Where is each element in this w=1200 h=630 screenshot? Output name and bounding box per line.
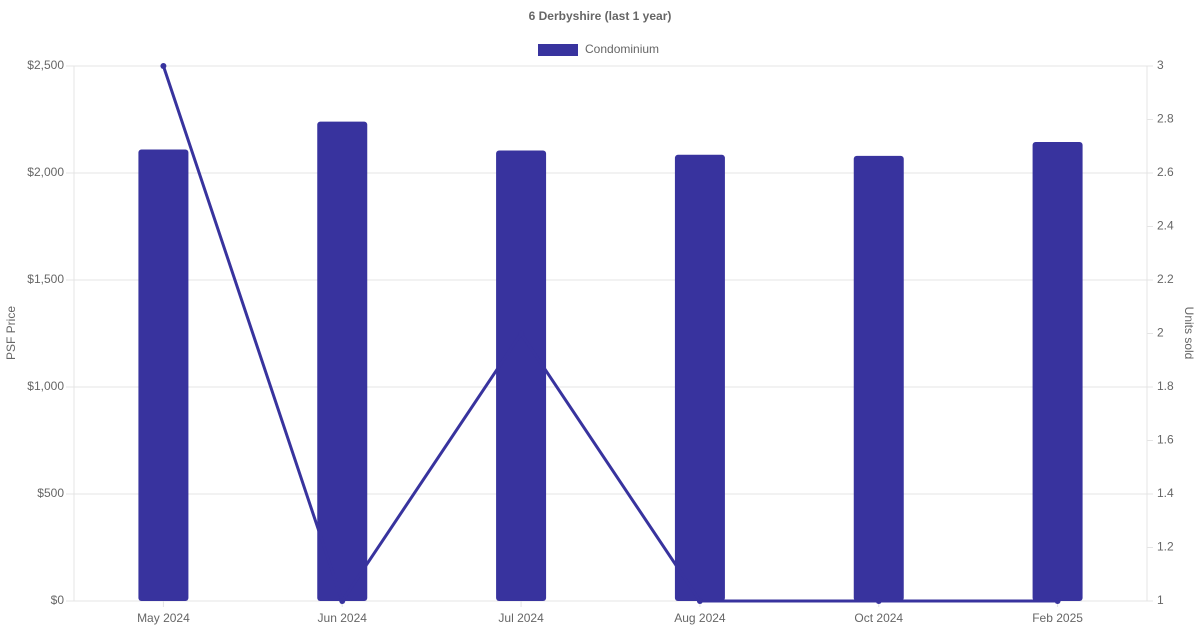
y2-tick-label: 1.4 (1157, 486, 1174, 500)
y2-tick-label: 2.4 (1157, 219, 1174, 233)
y-tick-label: $1,500 (27, 272, 64, 286)
line-point (160, 63, 167, 69)
y2-tick-label: 2.6 (1157, 165, 1174, 179)
bar (317, 121, 368, 601)
line-point (518, 330, 525, 337)
x-tick-label: Aug 2024 (674, 611, 726, 625)
y2-tick-label: 2.2 (1157, 272, 1174, 286)
y2-tick-label: 2 (1157, 326, 1164, 340)
y-tick-label: $500 (37, 486, 64, 500)
x-tick-label: Oct 2024 (854, 611, 903, 625)
line (161, 65, 1058, 605)
y-tick-label: $0 (51, 593, 65, 607)
line-point (875, 598, 882, 604)
legend-label: Condominium (585, 42, 659, 56)
y-axis-label: PSF Price (4, 306, 18, 360)
bar (1032, 141, 1083, 601)
line-point (339, 598, 346, 604)
y-tick-label: $1,000 (27, 379, 64, 393)
y-tick-label: $2,500 (27, 58, 64, 72)
y-tick-label: $2,000 (27, 165, 64, 179)
bar (138, 149, 189, 601)
x-tick-label: Feb 2025 (1032, 611, 1083, 625)
bar (674, 154, 725, 601)
x-tick-label: Jun 2024 (318, 611, 368, 625)
bar (853, 155, 904, 601)
y2-tick-label: 1.8 (1157, 379, 1174, 393)
legend-swatch (538, 44, 578, 56)
bar (496, 150, 547, 601)
y2-tick-label: 1 (1157, 593, 1164, 607)
y2-tick-label: 1.2 (1157, 540, 1174, 554)
chart-title: 6 Derbyshire (last 1 year) (529, 9, 672, 23)
x-tick-label: Jul 2024 (498, 611, 544, 625)
line-point (696, 598, 703, 604)
y2-tick-label: 1.6 (1157, 433, 1174, 447)
line-point (1054, 598, 1061, 604)
y2-tick-label: 2.8 (1157, 112, 1174, 126)
y2-axis-label: Units sold (1182, 307, 1196, 360)
y2-tick-label: 3 (1157, 58, 1164, 72)
x-tick-label: May 2024 (137, 611, 190, 625)
